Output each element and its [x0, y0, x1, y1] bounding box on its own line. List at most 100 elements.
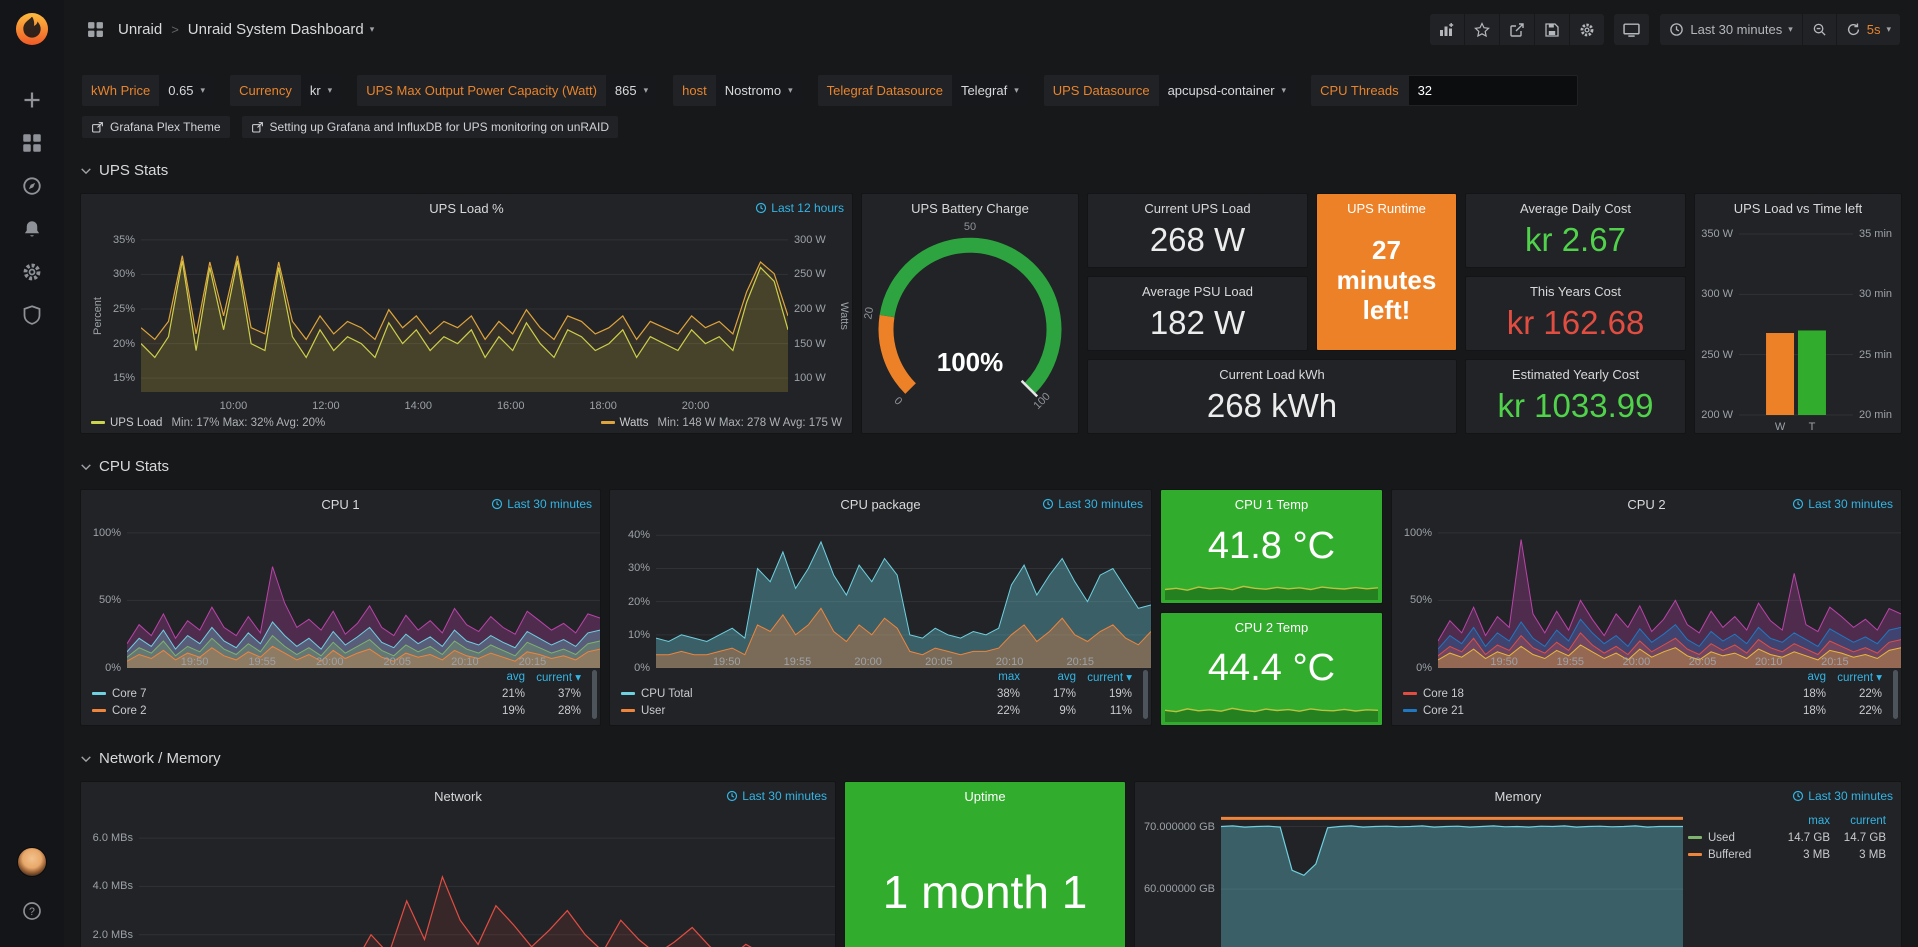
legend-series-name[interactable]: Watts: [619, 416, 649, 429]
panel-title[interactable]: This Years Cost: [1529, 284, 1622, 299]
legend-series-name[interactable]: Core 7: [92, 688, 473, 700]
panel-title[interactable]: CPU package: [840, 497, 921, 512]
sidebar-item-alerting[interactable]: [11, 208, 53, 250]
legend-scrollbar[interactable]: [592, 670, 597, 719]
panel-time-override[interactable]: Last 12 hours: [755, 201, 844, 215]
panel-time-override[interactable]: Last 30 minutes: [1792, 497, 1893, 511]
legend-column-header[interactable]: current ▾: [1087, 671, 1132, 684]
legend-series-name[interactable]: UPS Load: [110, 416, 163, 429]
breadcrumb-folder[interactable]: Unraid: [118, 21, 163, 38]
create-add-button[interactable]: [11, 79, 53, 121]
panel-title[interactable]: Current UPS Load: [1144, 201, 1251, 216]
legend-series-name[interactable]: Buffered: [1688, 849, 1778, 861]
refresh-icon: [1847, 23, 1859, 36]
panel-title[interactable]: Average PSU Load: [1141, 284, 1254, 299]
cycle-view-mode-button[interactable]: [1614, 14, 1651, 45]
legend-scrollbar[interactable]: [1143, 670, 1148, 719]
panel-title[interactable]: Uptime: [964, 789, 1006, 804]
zoom-out-button[interactable]: [1803, 14, 1837, 45]
panel-title[interactable]: Estimated Yearly Cost: [1511, 367, 1640, 382]
legend-table: avg current ▾ Core 7 21% 37% Core 2 19% 28%: [91, 668, 586, 719]
series-color-marker: [1403, 692, 1417, 695]
dashboard-link-plex-theme[interactable]: Grafana Plex Theme: [82, 116, 230, 138]
panel-title[interactable]: UPS Runtime: [1347, 201, 1426, 216]
share-dashboard-button[interactable]: [1500, 14, 1536, 45]
legend-series-name[interactable]: CPU Total: [621, 688, 968, 700]
variable-label: UPS Max Output Power Capacity (Watt): [357, 75, 606, 106]
dashboard-link-ups-guide[interactable]: Setting up Grafana and InfluxDB for UPS …: [241, 116, 619, 138]
panel-title[interactable]: Memory: [1494, 789, 1542, 804]
row-header-network-memory[interactable]: Network / Memory: [80, 750, 1902, 767]
y-tick-label: 30%: [627, 562, 650, 575]
add-panel-button[interactable]: [1430, 14, 1466, 45]
panel-title[interactable]: CPU 2 Temp: [1234, 619, 1309, 635]
sidebar-item-configuration[interactable]: [11, 251, 53, 293]
legend-series-name[interactable]: Core 21: [1403, 705, 1774, 717]
panel-title[interactable]: UPS Load vs Time left: [1733, 201, 1863, 216]
panel-title[interactable]: CPU 2: [1627, 497, 1666, 512]
row-header-ups-stats[interactable]: UPS Stats: [80, 162, 1902, 179]
variable-value-dropdown[interactable]: Nostromo ▾: [715, 75, 802, 106]
save-dashboard-button[interactable]: [1535, 14, 1571, 45]
row-header-cpu-stats[interactable]: CPU Stats: [80, 458, 1902, 475]
sidebar-item-dashboards[interactable]: [11, 122, 53, 164]
cpu2-legend: avg current ▾ Core 18 18% 22% Core 21 18% 22%: [1402, 668, 1887, 719]
legend-series-name[interactable]: User: [621, 705, 968, 717]
y-tick-label: 10%: [627, 628, 650, 641]
legend-column-header[interactable]: current ▾: [536, 671, 581, 684]
sidebar-item-explore[interactable]: [11, 165, 53, 207]
link-label: Setting up Grafana and InfluxDB for UPS …: [269, 120, 610, 134]
dashboard-grid-button[interactable]: [82, 17, 108, 43]
variable-value-dropdown[interactable]: 0.65 ▾: [159, 75, 215, 106]
cpu-threads-input[interactable]: [1407, 75, 1578, 106]
panel-time-override[interactable]: Last 30 minutes: [491, 497, 592, 511]
legend-column-header[interactable]: current ▾: [1837, 671, 1882, 684]
chevron-down-icon: [81, 755, 91, 762]
legend-value: 38%: [996, 687, 1020, 700]
navbar: Unraid > Unraid System Dashboard ▾: [64, 0, 1918, 59]
legend-series-name[interactable]: Core 18: [1403, 688, 1774, 700]
variable-value-dropdown[interactable]: Telegraf ▾: [951, 75, 1028, 106]
legend-column-header[interactable]: avg: [506, 670, 525, 683]
dashboard-title[interactable]: Unraid System Dashboard ▾: [188, 21, 374, 38]
legend-column-header[interactable]: max: [998, 670, 1020, 683]
panel-title[interactable]: Network: [434, 789, 482, 804]
mark-favorite-button[interactable]: [1465, 14, 1501, 45]
panel-time-override[interactable]: Last 30 minutes: [1792, 789, 1893, 803]
legend-scrollbar[interactable]: [1893, 670, 1898, 719]
help-button[interactable]: ?: [11, 890, 53, 932]
variable-value-dropdown[interactable]: kr ▾: [300, 75, 342, 106]
x-tick-label: 19:50: [180, 656, 209, 668]
save-floppy-icon: [1545, 22, 1560, 37]
legend-column-header[interactable]: current: [1850, 814, 1886, 827]
y-tick-label: 50%: [98, 594, 121, 607]
variable-value: 865: [614, 83, 637, 98]
panel-title[interactable]: CPU 1 Temp: [1234, 497, 1309, 512]
legend-series-name[interactable]: Used: [1688, 832, 1778, 844]
sidebar-item-server-admin[interactable]: [11, 294, 53, 336]
legend-column-header[interactable]: avg: [1057, 670, 1076, 683]
panel-time-override[interactable]: Last 30 minutes: [726, 789, 827, 803]
time-range-picker[interactable]: Last 30 minutes ▾: [1660, 14, 1803, 45]
y-tick-label: 60.000000 GB: [1144, 883, 1215, 896]
panel-time-override[interactable]: Last 30 minutes: [1042, 497, 1143, 511]
dashboard-settings-button[interactable]: [1570, 14, 1604, 45]
user-avatar[interactable]: [17, 847, 47, 877]
y-axis-left-labels: 15% 20% 25% 30% 35%: [95, 226, 141, 412]
variable-value-dropdown[interactable]: 865 ▾: [605, 75, 658, 106]
legend-series-name[interactable]: Core 2: [92, 705, 473, 717]
legend-column-header[interactable]: avg: [1807, 670, 1826, 683]
y-tick-label: 200 W: [794, 303, 826, 315]
variable-value-dropdown[interactable]: apcupsd-container ▾: [1158, 75, 1296, 106]
refresh-button[interactable]: 5s ▾: [1837, 14, 1900, 45]
panel-title[interactable]: Current Load kWh: [1219, 367, 1325, 382]
x-tick-label: 20:15: [518, 656, 547, 668]
panel-title[interactable]: CPU 1: [321, 497, 360, 512]
x-tick-label: 20:10: [1754, 656, 1783, 668]
panel-title[interactable]: Average Daily Cost: [1519, 201, 1632, 216]
panel-ups-runtime: UPS Runtime 27 minutes left!: [1316, 193, 1457, 351]
panel-title[interactable]: UPS Load %: [429, 201, 504, 216]
grafana-logo[interactable]: [13, 10, 51, 48]
legend-column-header[interactable]: max: [1808, 814, 1830, 827]
panel-title[interactable]: UPS Battery Charge: [911, 201, 1029, 216]
